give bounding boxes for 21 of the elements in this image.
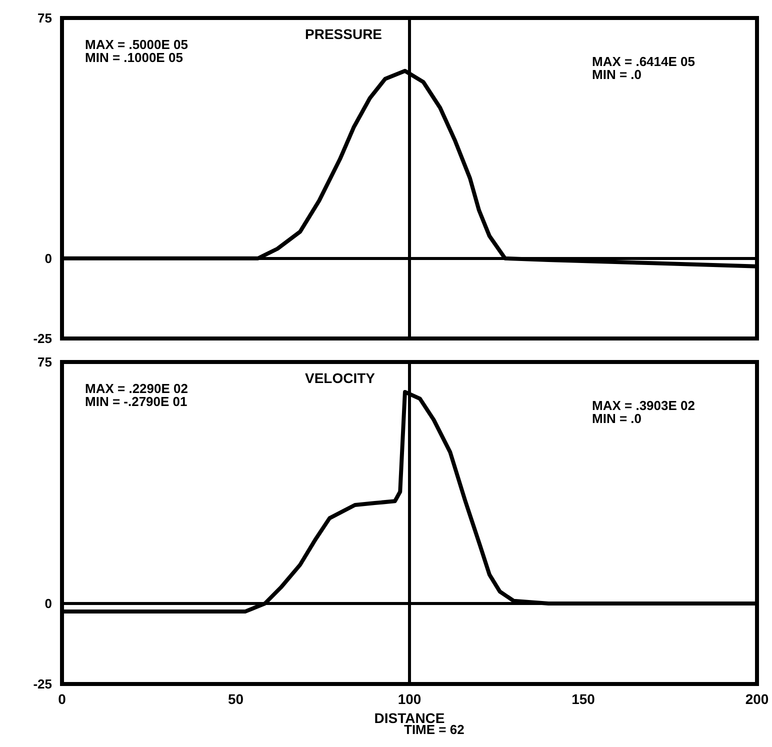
- text: VELOCITY: [305, 370, 376, 386]
- x-tick-label: 50: [228, 691, 244, 707]
- y-tick-label: 0: [44, 596, 52, 611]
- text: PRESSURE: [305, 26, 382, 42]
- x-tick-label: 100: [398, 691, 422, 707]
- annotation: MIN = .0: [592, 411, 642, 426]
- annotation: MAX = .2290E 02: [85, 381, 188, 396]
- y-tick-label: -25: [33, 331, 52, 346]
- x-tick-label: 0: [58, 691, 66, 707]
- x-tick-label: 150: [572, 691, 596, 707]
- annotation: MIN = -.2790E 01: [85, 394, 188, 409]
- annotation: MIN = .1000E 05: [85, 50, 183, 65]
- y-tick-label: 75: [38, 354, 52, 370]
- y-tick-label: -25: [33, 676, 52, 692]
- annotation: MIN = .0: [592, 67, 642, 82]
- x-tick-label: 200: [745, 691, 769, 707]
- annotation: MAX = .3903E 02: [592, 398, 695, 413]
- annotation: MAX = .6414E 05: [592, 54, 695, 69]
- y-tick-label: 75: [38, 10, 52, 26]
- annotation: MAX = .5000E 05: [85, 37, 188, 52]
- y-tick-label: 0: [44, 250, 52, 266]
